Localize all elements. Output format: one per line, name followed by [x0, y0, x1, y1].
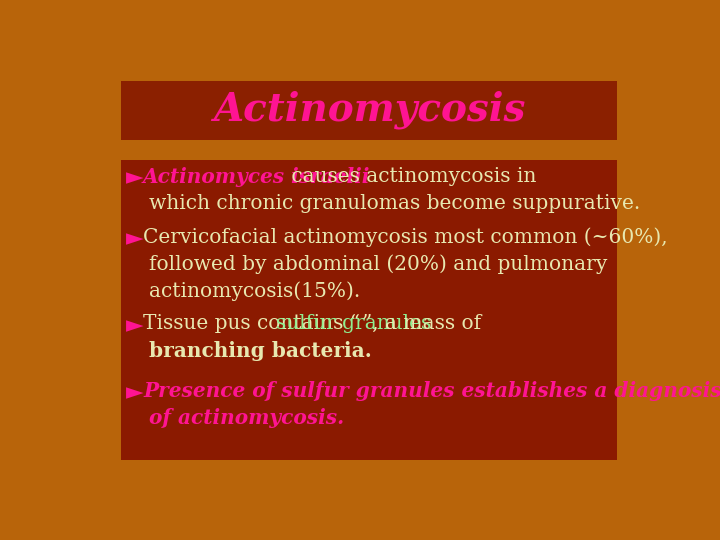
Text: Actinomyces israelii: Actinomyces israelii	[143, 167, 370, 187]
Text: Tissue pus contains “: Tissue pus contains “	[143, 314, 360, 333]
Text: ►: ►	[126, 314, 144, 338]
Text: branching bacteria.: branching bacteria.	[148, 341, 372, 361]
Text: which chronic granulomas become suppurative.: which chronic granulomas become suppurat…	[148, 194, 640, 213]
Text: Actinomycosis: Actinomycosis	[213, 90, 525, 129]
Text: sulfur granules: sulfur granules	[276, 314, 431, 333]
Text: Cervicofacial actinomycosis most common (~60%),: Cervicofacial actinomycosis most common …	[143, 227, 667, 247]
Text: ►: ►	[126, 381, 144, 404]
FancyBboxPatch shape	[121, 160, 617, 460]
Text: Presence of sulfur granules establishes a diagnosis: Presence of sulfur granules establishes …	[143, 381, 720, 401]
Text: ”, a mass of: ”, a mass of	[362, 314, 482, 333]
Text: actinomycosis(15%).: actinomycosis(15%).	[148, 281, 360, 301]
Text: causes actinomycosis in: causes actinomycosis in	[285, 167, 536, 186]
Text: of actinomycosis.: of actinomycosis.	[148, 408, 343, 428]
Text: ►: ►	[126, 227, 144, 250]
Text: followed by abdominal (20%) and pulmonary: followed by abdominal (20%) and pulmonar…	[148, 254, 607, 274]
FancyBboxPatch shape	[121, 82, 617, 140]
Text: ►: ►	[126, 167, 144, 190]
